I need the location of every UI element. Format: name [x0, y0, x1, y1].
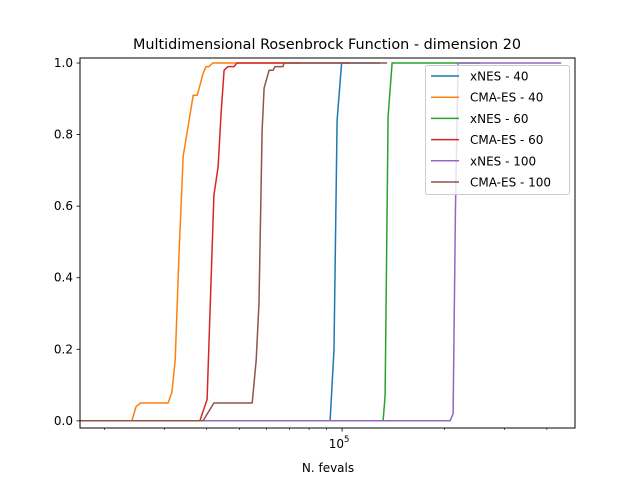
plot-lines — [80, 62, 562, 422]
legend-box — [425, 65, 570, 195]
x-tick-label-exponent: 5 — [344, 435, 349, 445]
y-tick-label: 0.0 — [54, 414, 73, 428]
legend-label-2: xNES - 60 — [470, 112, 529, 126]
legend-label-1: CMA-ES - 40 — [470, 91, 543, 105]
series-line-3 — [80, 62, 351, 422]
x-axis-label: N. fevals — [302, 461, 354, 475]
y-tick-label: 0.2 — [54, 342, 73, 356]
series-line-5 — [80, 62, 388, 422]
y-tick-label: 0.6 — [54, 199, 73, 213]
y-tick-label: 0.4 — [54, 271, 73, 285]
series-line-1 — [80, 62, 300, 422]
chart-title: Multidimensional Rosenbrock Function - d… — [133, 37, 521, 53]
legend: xNES - 40 CMA-ES - 40 xNES - 60 CMA-ES - 60… — [425, 65, 570, 195]
series-line-4 — [80, 62, 562, 422]
y-tick-label: 1.0 — [54, 56, 73, 70]
legend-label-3: CMA-ES - 60 — [470, 133, 543, 147]
x-tick-label-base: 10 — [329, 437, 344, 451]
y-tick-label: 0.8 — [54, 128, 73, 142]
x-axis: 105 — [104, 428, 548, 451]
legend-label-4: xNES - 100 — [470, 154, 536, 168]
x-tick-label: 105 — [329, 435, 350, 451]
y-axis: 0.0 0.2 0.4 0.6 0.8 1.0 — [54, 56, 80, 428]
plot-frame — [79, 57, 576, 429]
legend-label-0: xNES - 40 — [470, 70, 529, 84]
legend-label-5: CMA-ES - 100 — [470, 176, 551, 190]
